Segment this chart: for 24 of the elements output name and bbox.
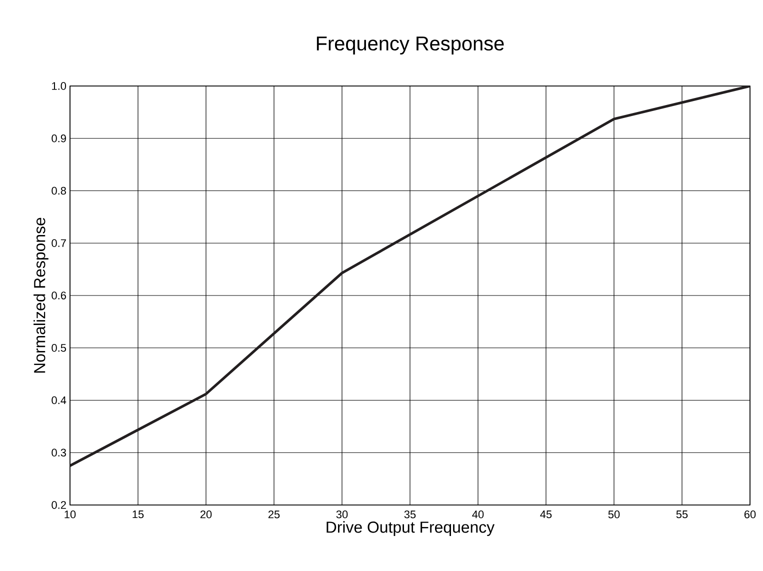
- y-tick-label: 0.8: [52, 186, 66, 195]
- y-tick-label: 0.7: [52, 239, 66, 248]
- line-series: [70, 86, 750, 468]
- y-tick-label: 1.0: [52, 82, 66, 90]
- y-tick-label: 0.9: [52, 134, 66, 142]
- y-tick-label: 0.4: [52, 396, 66, 404]
- y-tick-label: 0.5: [52, 344, 66, 352]
- x-tick-label: 20: [200, 510, 212, 518]
- x-tick-label: 50: [608, 510, 620, 518]
- x-tick-label: 25: [268, 510, 280, 518]
- x-tick-label: 40: [472, 510, 484, 518]
- y-axis-title: Normalized Response: [34, 218, 48, 373]
- x-tick-label: 10: [64, 510, 76, 518]
- x-tick-label: 55: [676, 510, 688, 518]
- y-tick-label: 0.3: [52, 448, 66, 457]
- chart-title: Frequency Response: [316, 36, 504, 55]
- x-tick-label: 35: [404, 510, 416, 518]
- y-tick-label: 0.2: [52, 501, 66, 509]
- x-tick-label: 15: [132, 510, 144, 518]
- x-tick-label: 30: [336, 510, 348, 518]
- y-tick-label: 0.6: [52, 292, 66, 300]
- x-tick-label: 60: [744, 510, 756, 518]
- x-tick-label: 45: [540, 510, 552, 518]
- x-axis-title: Drive Output Frequency: [326, 521, 495, 536]
